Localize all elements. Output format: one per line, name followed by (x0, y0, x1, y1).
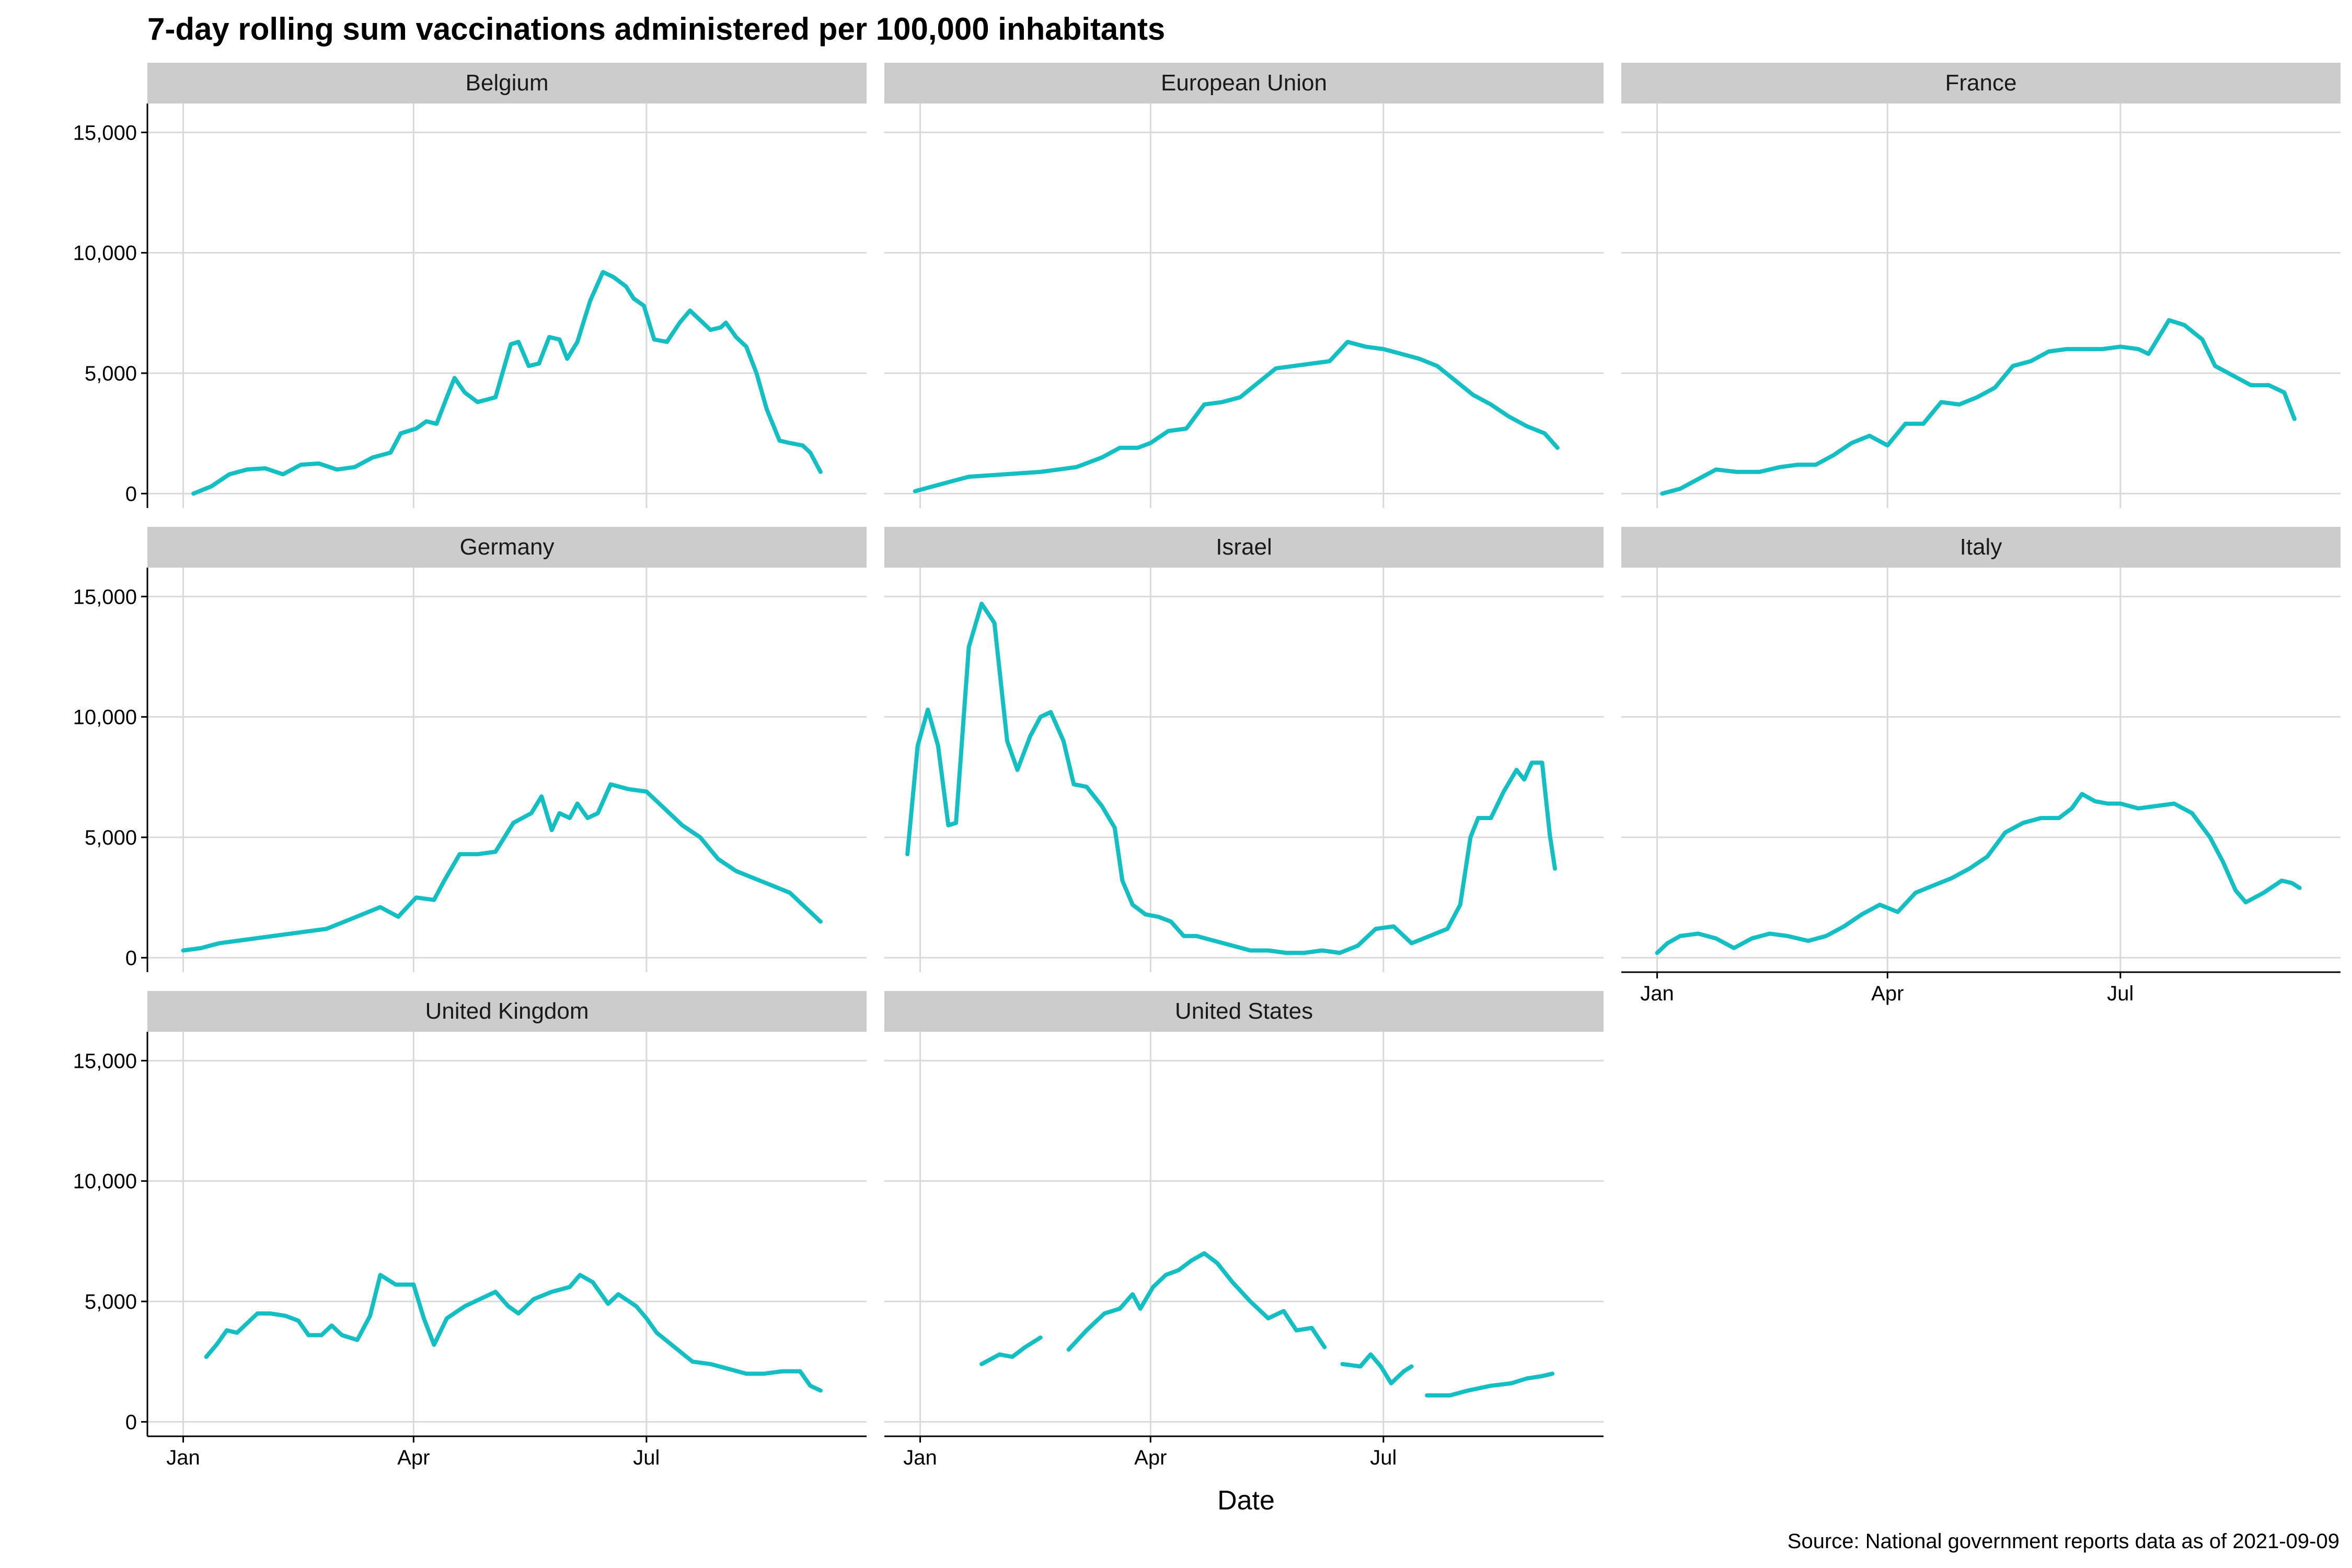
facet-strip-italy (1621, 527, 2341, 568)
y-tick-label: 15,000 (73, 585, 137, 608)
y-tick-label: 5,000 (85, 1290, 137, 1313)
facet-panels: Belgium 0 5,000 10,000 15,000 European Union F… (73, 63, 2341, 1469)
series-line-france (1660, 318, 2297, 496)
facet-strip-germany (147, 527, 867, 568)
panel-european-union: European Union (884, 63, 1604, 508)
x-axis-title: Date (1217, 1485, 1275, 1516)
panel-united-states: United States Jan Apr Jul (884, 991, 1604, 1469)
facet-label-european-union: European Union (1161, 70, 1327, 96)
source-caption: Source: National government reports data… (1788, 1530, 2339, 1553)
x-tick-label: Jul (1370, 1446, 1397, 1469)
facet-strip-france (1621, 63, 2341, 103)
series-line-germany (181, 782, 823, 953)
facet-strip-european-union (884, 63, 1604, 103)
series-line-italy (1655, 792, 2302, 955)
x-tick-label: Jan (166, 1446, 200, 1469)
panel-israel: Israel (884, 527, 1604, 972)
y-tick-label: 15,000 (73, 1050, 137, 1073)
series-line-belgium (191, 270, 823, 496)
facet-label-israel: Israel (1216, 534, 1272, 560)
x-tick-label: Jan (1640, 982, 1674, 1005)
facet-label-united-kingdom: United Kingdom (425, 998, 589, 1024)
facet-label-united-states: United States (1175, 998, 1313, 1024)
y-tick-label: 15,000 (73, 121, 137, 144)
series-line-united-states (1340, 1352, 1414, 1386)
facet-strip-united-states (884, 991, 1604, 1032)
panel-belgium: Belgium 0 5,000 10,000 15,000 (73, 63, 867, 508)
y-tick-label: 0 (125, 482, 137, 505)
x-tick-label: Jul (633, 1446, 660, 1469)
facet-label-germany: Germany (460, 534, 555, 560)
panel-france: France (1621, 63, 2341, 508)
facet-strip-united-kingdom (147, 991, 867, 1032)
facet-label-belgium: Belgium (466, 70, 549, 96)
facet-strip-israel (884, 527, 1604, 568)
x-tick-label: Jan (903, 1446, 937, 1469)
x-tick-label: Jul (2107, 982, 2134, 1005)
facet-strip-belgium (147, 63, 867, 103)
series-line-united-kingdom (204, 1273, 823, 1393)
y-tick-label: 0 (125, 1411, 137, 1434)
series-line-united-states (1425, 1371, 1555, 1398)
y-tick-label: 5,000 (85, 362, 137, 385)
y-tick-label: 0 (125, 947, 137, 970)
panel-italy: Italy Jan Apr Jul (1621, 527, 2341, 1005)
y-tick-label: 10,000 (73, 242, 137, 265)
facet-label-italy: Italy (1960, 534, 2002, 560)
y-tick-label: 10,000 (73, 706, 137, 729)
x-tick-label: Apr (397, 1446, 430, 1469)
facet-label-france: France (1945, 70, 2017, 96)
y-tick-label: 5,000 (85, 826, 137, 849)
chart-title: 7-day rolling sum vaccinations administe… (147, 11, 1165, 47)
x-tick-label: Apr (1871, 982, 1904, 1005)
y-tick-label: 10,000 (73, 1170, 137, 1193)
panel-united-kingdom: United Kingdom 0 5,000 10,000 15,000 Jan Apr Ju… (73, 991, 867, 1469)
series-line-european-union (913, 340, 1560, 493)
panel-germany: Germany 0 5,000 10,000 15,000 (73, 527, 867, 972)
x-tick-label: Apr (1134, 1446, 1167, 1469)
series-line-united-states (1066, 1251, 1327, 1352)
series-line-united-states (979, 1335, 1043, 1366)
series-line-israel (905, 602, 1557, 955)
